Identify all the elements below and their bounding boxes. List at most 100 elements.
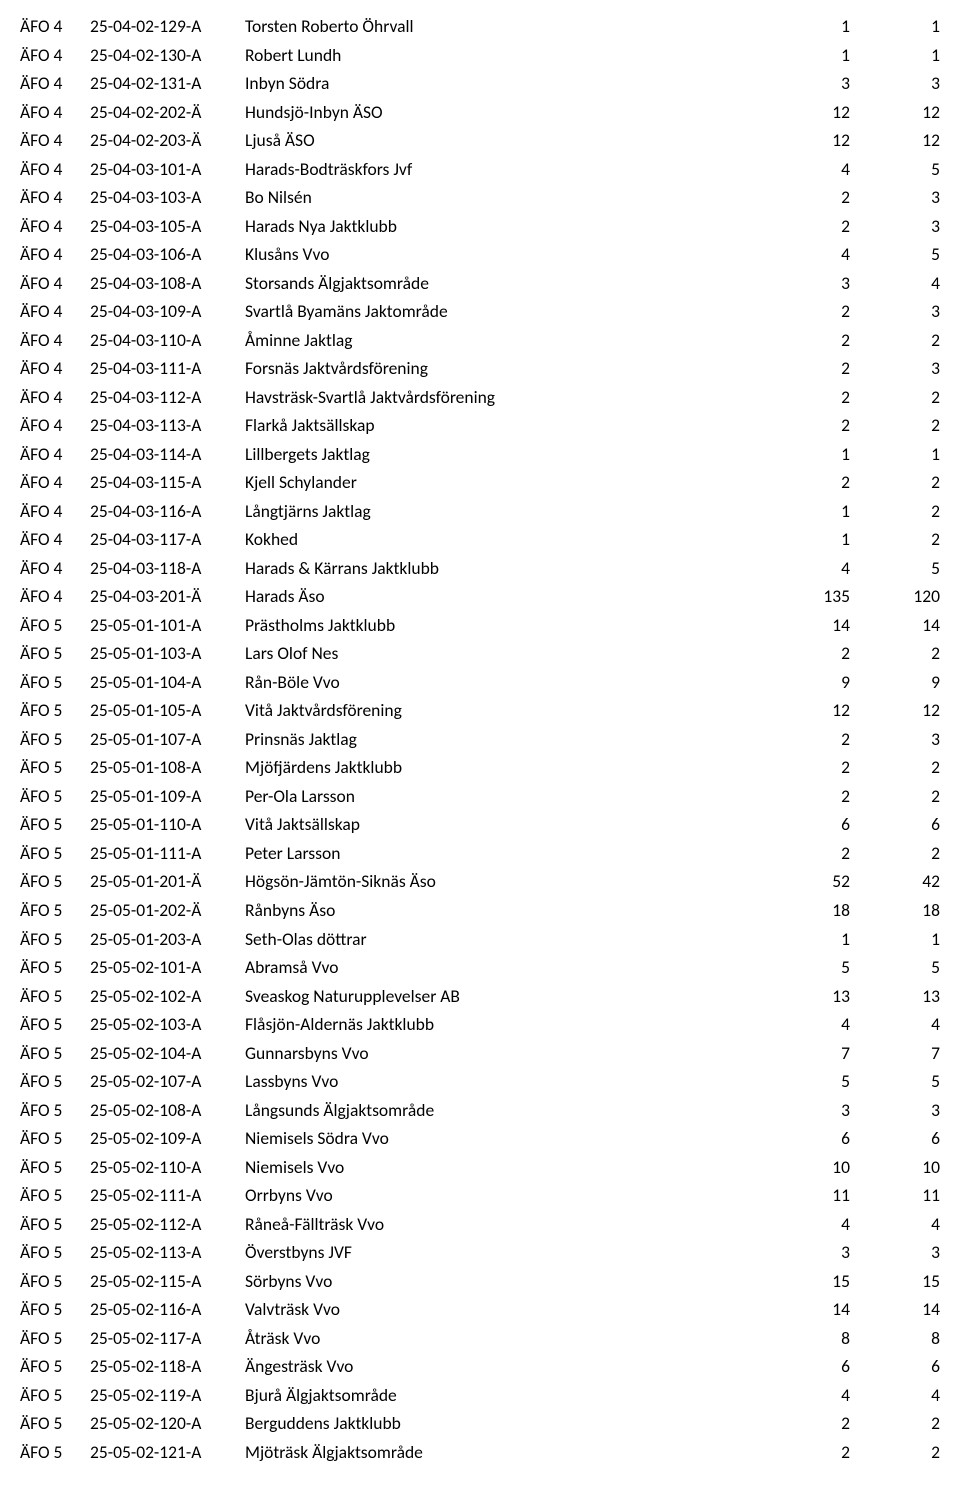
cell-area: ÄFO 5	[20, 753, 90, 782]
cell-v1: 1	[760, 12, 850, 41]
cell-code: 25-05-02-113-A	[90, 1238, 245, 1267]
cell-code: 25-04-03-110-A	[90, 326, 245, 355]
table-row: ÄFO 425-04-03-106-AKlusåns Vvo45	[20, 240, 940, 269]
cell-v2: 9	[850, 668, 940, 697]
cell-v1: 4	[760, 1210, 850, 1239]
cell-area: ÄFO 5	[20, 925, 90, 954]
cell-name: Flåsjön-Aldernäs Jaktklubb	[245, 1010, 760, 1039]
cell-name: Bo Nilsén	[245, 183, 760, 212]
table-row: ÄFO 425-04-03-201-ÄHarads Äso135120	[20, 582, 940, 611]
cell-name: Sveaskog Naturupplevelser AB	[245, 982, 760, 1011]
cell-v2: 5	[850, 240, 940, 269]
cell-name: Per-Ola Larsson	[245, 782, 760, 811]
cell-name: Överstbyns JVF	[245, 1238, 760, 1267]
cell-area: ÄFO 4	[20, 497, 90, 526]
cell-area: ÄFO 4	[20, 297, 90, 326]
cell-name: Bjurå Älgjaktsområde	[245, 1381, 760, 1410]
cell-code: 25-05-02-119-A	[90, 1381, 245, 1410]
cell-v1: 6	[760, 1124, 850, 1153]
table-row: ÄFO 525-05-02-102-ASveaskog Naturuppleve…	[20, 982, 940, 1011]
table-row: ÄFO 425-04-03-117-AKokhed12	[20, 525, 940, 554]
cell-name: Rån-Böle Vvo	[245, 668, 760, 697]
cell-name: Niemisels Vvo	[245, 1153, 760, 1182]
cell-area: ÄFO 4	[20, 41, 90, 70]
cell-v2: 2	[850, 497, 940, 526]
cell-area: ÄFO 5	[20, 1438, 90, 1467]
cell-v1: 10	[760, 1153, 850, 1182]
cell-v1: 5	[760, 953, 850, 982]
cell-v2: 12	[850, 696, 940, 725]
cell-name: Peter Larsson	[245, 839, 760, 868]
cell-area: ÄFO 4	[20, 326, 90, 355]
cell-code: 25-04-03-117-A	[90, 525, 245, 554]
cell-v1: 4	[760, 240, 850, 269]
cell-name: Valvträsk Vvo	[245, 1295, 760, 1324]
table-row: ÄFO 525-05-02-116-AValvträsk Vvo1414	[20, 1295, 940, 1324]
cell-area: ÄFO 4	[20, 183, 90, 212]
cell-code: 25-05-02-104-A	[90, 1039, 245, 1068]
cell-v1: 3	[760, 269, 850, 298]
cell-v2: 12	[850, 98, 940, 127]
cell-code: 25-05-02-108-A	[90, 1096, 245, 1125]
cell-name: Forsnäs Jaktvårdsförening	[245, 354, 760, 383]
cell-v1: 14	[760, 1295, 850, 1324]
cell-area: ÄFO 4	[20, 525, 90, 554]
cell-area: ÄFO 5	[20, 1352, 90, 1381]
table-row: ÄFO 425-04-02-130-ARobert Lundh11	[20, 41, 940, 70]
table-row: ÄFO 525-05-01-202-ÄRånbyns Äso1818	[20, 896, 940, 925]
cell-v2: 42	[850, 867, 940, 896]
cell-code: 25-04-03-116-A	[90, 497, 245, 526]
cell-v2: 2	[850, 383, 940, 412]
cell-area: ÄFO 4	[20, 383, 90, 412]
cell-area: ÄFO 5	[20, 725, 90, 754]
cell-v1: 12	[760, 98, 850, 127]
cell-v2: 14	[850, 1295, 940, 1324]
cell-area: ÄFO 4	[20, 554, 90, 583]
cell-v2: 4	[850, 1210, 940, 1239]
cell-v1: 4	[760, 554, 850, 583]
cell-name: Harads & Kärrans Jaktklubb	[245, 554, 760, 583]
table-row: ÄFO 425-04-03-111-AForsnäs Jaktvårdsföre…	[20, 354, 940, 383]
cell-v2: 10	[850, 1153, 940, 1182]
cell-v1: 9	[760, 668, 850, 697]
cell-code: 25-04-02-130-A	[90, 41, 245, 70]
table-row: ÄFO 525-05-02-118-AÄngesträsk Vvo66	[20, 1352, 940, 1381]
cell-v2: 3	[850, 1238, 940, 1267]
cell-v2: 3	[850, 1096, 940, 1125]
cell-code: 25-05-01-103-A	[90, 639, 245, 668]
cell-v2: 3	[850, 183, 940, 212]
cell-name: Lars Olof Nes	[245, 639, 760, 668]
cell-name: Högsön-Jämtön-Siknäs Äso	[245, 867, 760, 896]
table-row: ÄFO 425-04-03-116-ALångtjärns Jaktlag12	[20, 497, 940, 526]
cell-name: Prästholms Jaktklubb	[245, 611, 760, 640]
cell-v2: 2	[850, 639, 940, 668]
cell-code: 25-04-02-202-Ä	[90, 98, 245, 127]
table-row: ÄFO 525-05-01-111-APeter Larsson22	[20, 839, 940, 868]
cell-code: 25-04-03-111-A	[90, 354, 245, 383]
cell-v1: 2	[760, 753, 850, 782]
cell-area: ÄFO 5	[20, 1381, 90, 1410]
cell-v1: 2	[760, 782, 850, 811]
cell-code: 25-04-03-108-A	[90, 269, 245, 298]
cell-v1: 12	[760, 696, 850, 725]
cell-area: ÄFO 5	[20, 1238, 90, 1267]
cell-code: 25-05-01-202-Ä	[90, 896, 245, 925]
cell-v2: 2	[850, 839, 940, 868]
cell-code: 25-05-02-120-A	[90, 1409, 245, 1438]
cell-name: Harads-Bodträskfors Jvf	[245, 155, 760, 184]
cell-code: 25-05-02-112-A	[90, 1210, 245, 1239]
cell-name: Rånbyns Äso	[245, 896, 760, 925]
cell-code: 25-05-01-107-A	[90, 725, 245, 754]
table-row: ÄFO 525-05-02-121-AMjöträsk Älgjaktsområ…	[20, 1438, 940, 1467]
cell-name: Ljuså ÄSO	[245, 126, 760, 155]
cell-name: Mjöfjärdens Jaktklubb	[245, 753, 760, 782]
table-row: ÄFO 525-05-02-104-AGunnarsbyns Vvo77	[20, 1039, 940, 1068]
cell-code: 25-04-03-118-A	[90, 554, 245, 583]
cell-code: 25-04-03-101-A	[90, 155, 245, 184]
cell-v1: 11	[760, 1181, 850, 1210]
table-row: ÄFO 525-05-01-203-ASeth-Olas döttrar11	[20, 925, 940, 954]
cell-v1: 2	[760, 411, 850, 440]
cell-area: ÄFO 5	[20, 1295, 90, 1324]
cell-code: 25-05-01-110-A	[90, 810, 245, 839]
cell-name: Lassbyns Vvo	[245, 1067, 760, 1096]
